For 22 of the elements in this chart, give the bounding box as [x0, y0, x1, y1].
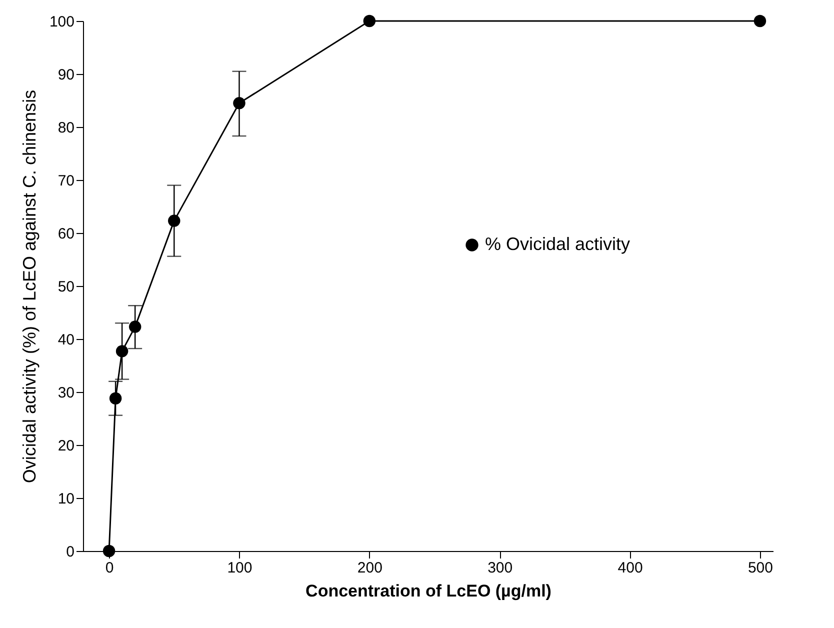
x-tick-label: 200 — [357, 560, 382, 576]
y-tick-label: 90 — [58, 66, 74, 84]
y-tick-label: 20 — [58, 438, 74, 454]
legend-label: % Ovicidal activity — [485, 234, 630, 254]
x-tick-label: 0 — [105, 560, 114, 576]
x-tick-label: 500 — [748, 560, 773, 576]
y-tick-label: 10 — [58, 490, 74, 508]
y-tick-label: 60 — [58, 226, 74, 242]
x-tick-label: 400 — [618, 560, 643, 576]
y-tick-label: 30 — [58, 384, 74, 402]
y-tick-label: 50 — [58, 278, 74, 296]
x-axis-title: Concentration of LcEO (µg/ml) — [306, 582, 552, 600]
y-tick-label: 0 — [66, 544, 74, 560]
x-tick-label: 300 — [488, 560, 513, 576]
y-tick-label: 70 — [58, 172, 74, 190]
x-tick-label: 100 — [227, 560, 252, 576]
y-tick-label: 40 — [58, 332, 74, 348]
y-tick-label: 80 — [58, 120, 74, 136]
y-axis-title: Ovicidal activity (%) of LcEO against C. chinensis — [19, 90, 40, 484]
y-tick-label: 100 — [49, 14, 74, 30]
point — [754, 14, 766, 28]
point — [363, 14, 376, 28]
